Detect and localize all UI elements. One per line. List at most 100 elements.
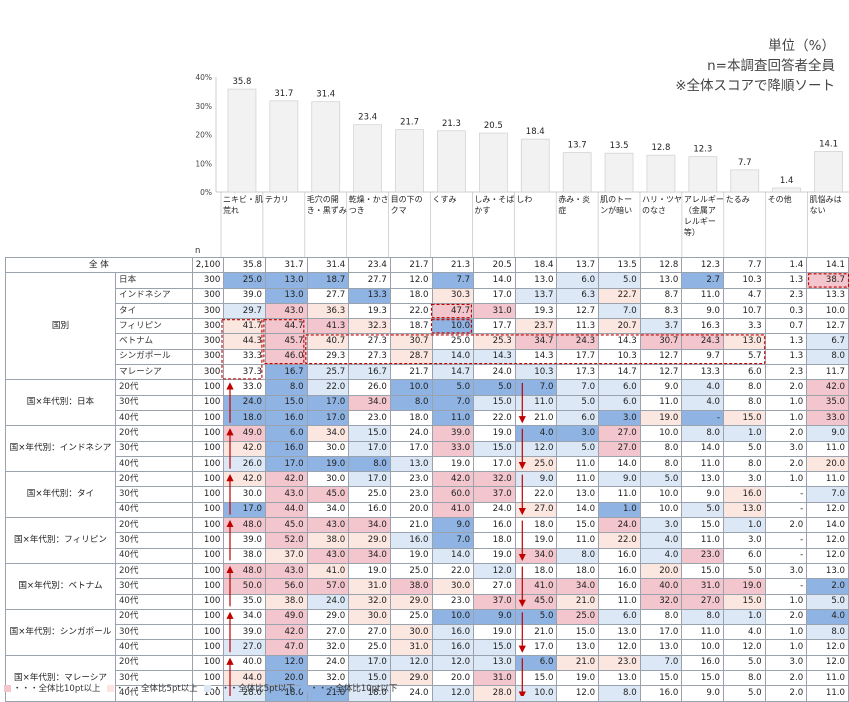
bar [604,152,634,193]
value-cell: 2.0 [764,670,808,687]
value-cell: 25.0 [348,639,391,656]
value-cell: 27.7 [306,287,350,304]
value-cell: 27.0 [598,440,641,457]
category-label: 肌のトー [600,195,632,204]
value-cell: 2.0 [764,379,808,396]
value-cell: 47.7 [431,302,475,320]
value-cell: 17.0 [348,440,391,457]
value-cell: 1.3 [764,348,808,366]
value-cell: 12.0 [431,685,475,702]
value-cell: 19.0 [556,670,600,687]
bar [395,129,424,193]
category-label: ない [810,206,826,215]
value-cell: 16.7 [264,364,308,381]
bar [814,151,843,193]
legend-label: ・・・全体比10pt以上 [13,684,101,694]
value-cell: 20.0 [389,501,433,519]
value-cell: 24.0 [306,654,350,672]
value-cell: 12.0 [389,272,433,289]
value-cell: 3.0 [722,532,766,549]
value-cell: 16.0 [639,685,683,702]
value-cell: 49.0 [223,425,266,442]
value-cell: 25.3 [473,333,516,350]
value-cell: 35.8 [223,256,266,274]
value-cell: 29.0 [306,608,350,626]
value-cell: 19.0 [473,425,516,442]
value-cell: 40.0 [223,654,266,672]
n-label: n [195,246,200,256]
data-label: 20.5 [484,121,503,131]
value-cell: - [681,409,724,427]
y-tick-label: 40% [195,73,212,82]
category-label: 目の下の [391,195,423,204]
value-cell: 4.0 [639,532,683,549]
row-label: シンガポール [114,348,193,366]
value-cell: 12.0 [806,654,849,672]
value-cell: 15.0 [681,670,724,687]
value-cell: 16.0 [389,532,433,549]
value-cell: 18.0 [514,517,558,534]
category-label: ンが暗い [600,205,632,215]
value-cell: 1.3 [764,333,808,350]
value-cell: 9.0 [639,379,683,396]
value-cell: 14.3 [598,333,641,350]
value-cell: 1.0 [722,425,766,442]
value-cell: 34.0 [306,425,350,442]
value-cell: 12.7 [639,364,683,381]
value-cell: 12.0 [389,654,433,672]
value-cell: 13.0 [264,272,308,289]
value-cell: 14.3 [473,348,516,366]
n-cell: 100 [191,639,225,656]
legend-label: ・・・全体比10pt以下 [309,684,398,694]
value-cell: 41.3 [306,318,350,335]
value-cell: 12.0 [514,440,558,457]
value-cell: 48.0 [223,517,266,534]
row-label: タイ [114,302,193,320]
value-cell: 11.7 [806,364,849,381]
value-cell: 21.0 [389,517,433,534]
value-cell: 47.0 [264,639,308,656]
value-cell: 12.0 [264,654,308,672]
value-cell: 23.0 [348,409,391,427]
value-cell: 27.3 [348,348,391,366]
data-label: 23.4 [358,113,377,123]
value-cell: 6.3 [556,287,600,304]
value-cell: 18.0 [473,532,516,549]
value-cell: 31.7 [264,256,308,274]
row-label: 20代 [114,379,193,396]
value-cell: 6.0 [722,364,766,381]
value-cell: 32.0 [639,593,683,610]
value-cell: 11.0 [806,471,849,488]
value-cell: 9.0 [681,486,724,503]
row-label: インドネシア [114,287,193,304]
value-cell: 12.7 [639,348,683,366]
value-cell: 43.0 [264,562,308,580]
value-cell: 12.7 [556,302,600,320]
value-cell: 13.0 [639,272,683,289]
value-cell: - [764,486,808,503]
value-cell: 26.0 [223,455,266,473]
value-cell: 8.0 [556,547,600,564]
value-cell: 9.0 [431,517,475,534]
value-cell: 7.7 [431,272,475,289]
legend-item: ・・・全体比10pt以下 [300,682,398,694]
value-cell: 3.0 [764,562,808,580]
value-cell: 8.0 [806,624,849,641]
value-cell: 42.0 [264,624,308,641]
value-cell: 11.0 [556,532,600,549]
value-cell: 38.0 [389,578,433,595]
data-label: 13.7 [568,141,587,151]
bar [353,124,382,193]
row-label: マレーシア [114,364,193,381]
value-cell: 14.0 [473,272,516,289]
value-cell: 13.7 [514,287,558,304]
category-label: しみ・そば [474,195,514,204]
table-row: 30代 100 50.0 56.0 57.0 31.0 38.0 30.0 27.0 41.0 34… [6,578,849,595]
table-row: 国×年代別：マレーシア 20代 100 40.0 12.0 24.0 17.0 12.0 12.… [5,654,849,702]
value-cell: 16.0 [348,501,391,519]
value-cell: 29.3 [306,348,350,366]
value-cell: 25.0 [389,608,433,626]
value-cell: 10.0 [431,608,475,626]
table-row: 40代 100 38.0 37.0 43.0 34.0 19.0 14.0 19.0 34.0 8.… [6,547,849,564]
value-cell: 1.0 [764,471,808,488]
